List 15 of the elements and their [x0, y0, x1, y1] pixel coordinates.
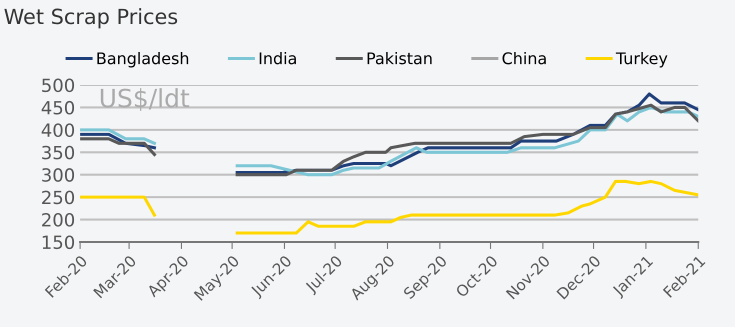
chart-title: Wet Scrap Prices	[4, 8, 178, 28]
legend-label: China	[502, 52, 546, 64]
y-tick-label: 500	[42, 78, 74, 92]
y-tick-label: 350	[42, 146, 74, 160]
legend-label: Bangladesh	[97, 52, 188, 68]
legend-label: Pakistan	[368, 52, 432, 64]
y-tick-label: 400	[42, 123, 74, 137]
y-tick-label: 250	[42, 190, 74, 204]
y-tick-label: 150	[42, 235, 74, 250]
legend-label: Turkey	[616, 52, 668, 68]
y-tick-label: 200	[42, 213, 74, 227]
legend-label: India	[260, 52, 296, 64]
annotation: US$/ldt	[100, 88, 190, 111]
y-tick-label: 300	[42, 168, 74, 182]
y-tick-label: 450	[42, 100, 74, 115]
